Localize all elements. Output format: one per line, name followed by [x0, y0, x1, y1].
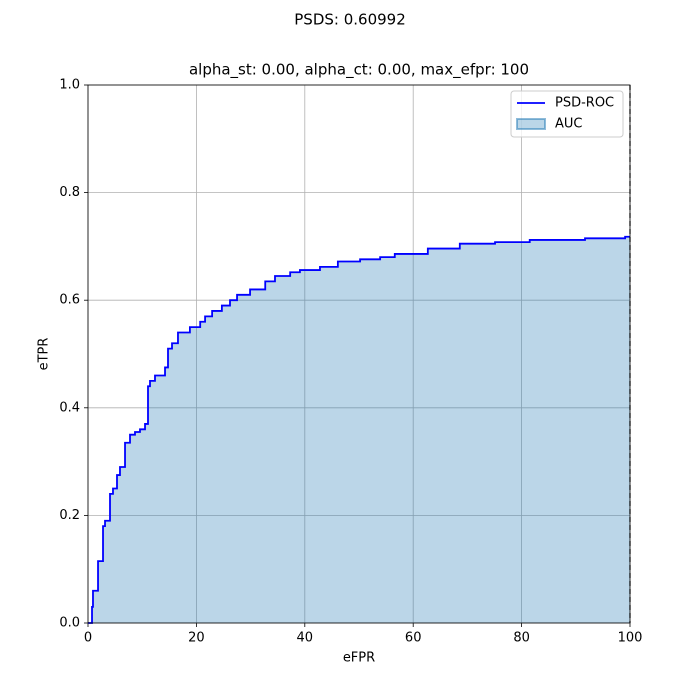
- y-tick-label: 0.2: [59, 508, 80, 523]
- x-tick-label: 80: [513, 631, 530, 646]
- y-tick-label: 0.0: [59, 616, 80, 631]
- suptitle: PSDS: 0.60992: [294, 11, 406, 29]
- axes-frame: [87, 84, 631, 624]
- x-tick-label: 20: [188, 631, 205, 646]
- y-tick-label: 1.0: [59, 78, 80, 93]
- x-tick-label: 0: [84, 631, 92, 646]
- y-axis-label: eTPR: [37, 338, 52, 371]
- legend-label: AUC: [555, 117, 583, 132]
- auc-area: [88, 236, 630, 623]
- chart-title: alpha_st: 0.00, alpha_ct: 0.00, max_efpr…: [189, 61, 529, 80]
- x-tick-label: 60: [405, 631, 422, 646]
- y-tick-label: 0.6: [59, 293, 80, 308]
- roc-line: [88, 235, 630, 624]
- x-tick-label: 100: [618, 631, 643, 646]
- x-tick-label: 40: [297, 631, 314, 646]
- y-tick-label: 0.4: [59, 400, 80, 415]
- x-axis-label: eFPR: [343, 651, 375, 666]
- legend-patch: [516, 118, 546, 130]
- y-tick-label: 0.8: [59, 185, 80, 200]
- legend-label: PSD-ROC: [555, 96, 614, 111]
